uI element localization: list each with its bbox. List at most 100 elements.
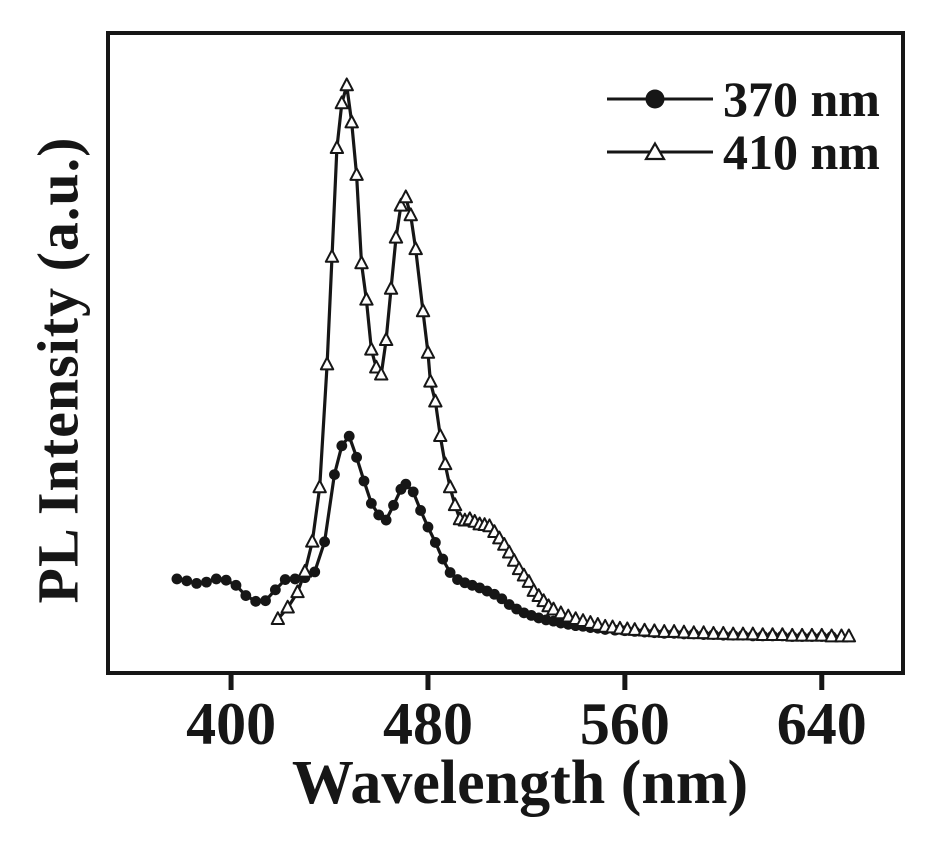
data-point-circle: [279, 574, 291, 585]
x-tick-label-560: 560: [580, 691, 670, 757]
data-point-circle: [407, 486, 419, 498]
data-point-triangle: [657, 624, 672, 638]
data-point-triangle: [364, 341, 379, 356]
data-point-triangle: [814, 627, 829, 642]
data-point-circle: [250, 595, 262, 607]
data-point-triangle: [403, 207, 418, 222]
data-point-triangle: [319, 356, 335, 371]
data-point-triangle: [637, 622, 652, 637]
data-point-circle: [260, 595, 271, 607]
data-point-triangle: [706, 625, 721, 640]
data-point-circle: [191, 578, 203, 589]
data-point-triangle: [423, 373, 438, 388]
plot-frame: [106, 31, 905, 675]
data-point-circle: [365, 498, 377, 509]
data-point-triangle: [339, 77, 354, 92]
data-point-circle: [400, 478, 412, 490]
x-axis-title: Wavelength (nm): [291, 749, 749, 817]
data-point-triangle: [324, 249, 340, 263]
data-point-triangle: [290, 584, 305, 599]
data-point-triangle: [437, 456, 453, 471]
data-point-triangle: [415, 303, 431, 318]
data-point-circle: [336, 440, 348, 452]
data-point-triangle: [378, 332, 394, 346]
data-point-triangle: [501, 544, 517, 559]
data-point-circle: [444, 567, 456, 578]
data-point-triangle: [696, 625, 711, 640]
open-triangle-marker-icon: [607, 140, 713, 160]
data-point-triangle: [686, 625, 701, 640]
data-point-triangle: [433, 428, 448, 442]
x-tick-label-400: 400: [186, 691, 276, 757]
x-tick-label-480: 480: [383, 691, 473, 757]
legend-item-410nm: 410 nm: [604, 125, 880, 178]
data-point-circle: [230, 579, 242, 591]
data-point-circle: [181, 575, 193, 587]
data-point-triangle: [334, 95, 350, 110]
data-point-triangle: [804, 627, 820, 642]
data-point-circle: [429, 537, 441, 548]
data-point-circle: [415, 505, 426, 516]
data-point-triangle: [716, 625, 731, 640]
data-point-circle: [201, 576, 212, 588]
data-point-triangle: [398, 189, 414, 204]
data-point-circle: [319, 536, 330, 548]
data-point-circle: [329, 469, 340, 480]
data-point-triangle: [785, 627, 800, 642]
y-axis-title: PL Intensity (a.u.): [25, 136, 91, 604]
data-point-triangle: [305, 533, 320, 548]
data-point-circle: [358, 475, 370, 487]
data-point-triangle: [506, 553, 522, 567]
data-point-triangle: [546, 601, 561, 616]
data-point-triangle: [420, 345, 436, 359]
data-point-triangle: [666, 624, 682, 638]
data-point-triangle: [765, 627, 780, 642]
x-tick-label-640: 640: [777, 691, 867, 757]
data-point-triangle: [388, 229, 404, 244]
data-point-triangle: [297, 563, 313, 578]
data-point-triangle: [553, 605, 569, 620]
data-point-circle: [496, 593, 508, 605]
data-point-triangle: [393, 197, 409, 212]
data-point-triangle: [676, 624, 692, 639]
data-point-triangle: [745, 626, 761, 641]
data-point-triangle: [329, 140, 345, 154]
data-point-triangle: [735, 626, 751, 641]
data-point-circle: [269, 584, 281, 596]
data-point-triangle: [627, 622, 642, 636]
data-point-triangle: [428, 393, 443, 408]
data-point-triangle: [408, 241, 423, 256]
data-point-triangle: [725, 626, 741, 641]
data-point-circle: [171, 573, 183, 585]
data-point-triangle: [349, 167, 364, 181]
data-point-triangle: [374, 366, 389, 381]
data-point-triangle: [312, 479, 327, 494]
data-point-circle: [422, 521, 434, 533]
data-point-triangle: [755, 627, 770, 642]
data-point-triangle: [794, 627, 810, 642]
data-point-circle: [388, 499, 399, 511]
legend-label-410nm: 410 nm: [723, 123, 880, 180]
data-point-triangle: [359, 291, 374, 306]
legend: 370 nm 410 nm: [604, 72, 880, 178]
data-point-triangle: [497, 537, 512, 551]
data-point-circle: [343, 430, 355, 442]
data-point-triangle: [775, 627, 790, 642]
data-point-circle: [210, 573, 222, 585]
data-point-circle: [380, 514, 392, 526]
data-point-triangle: [647, 623, 662, 638]
data-point-circle: [289, 573, 301, 585]
data-point-triangle: [344, 114, 359, 129]
data-point-triangle: [841, 628, 857, 643]
legend-item-370nm: 370 nm: [604, 72, 880, 125]
legend-label-370nm: 370 nm: [723, 70, 880, 127]
data-point-triangle: [442, 479, 458, 494]
data-point-circle: [240, 590, 252, 601]
data-point-triangle: [521, 574, 537, 588]
data-point-circle: [309, 566, 321, 578]
data-point-triangle: [383, 281, 399, 295]
data-point-circle: [351, 451, 362, 463]
data-point-triangle: [447, 497, 463, 512]
